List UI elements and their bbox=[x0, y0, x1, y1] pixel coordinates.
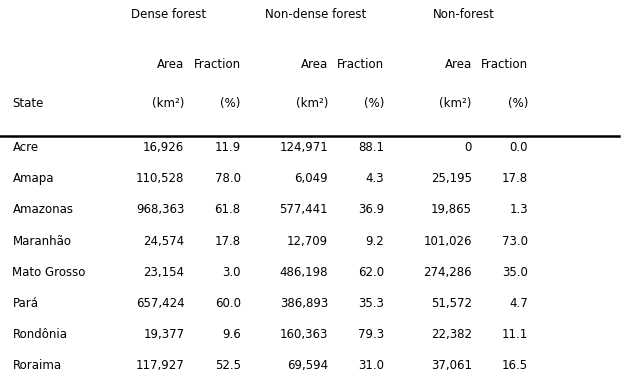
Text: 52.5: 52.5 bbox=[214, 359, 241, 372]
Text: 16,926: 16,926 bbox=[143, 141, 184, 154]
Text: 36.9: 36.9 bbox=[358, 203, 384, 216]
Text: 0.0: 0.0 bbox=[509, 141, 528, 154]
Text: Roraima: Roraima bbox=[12, 359, 62, 372]
Text: 62.0: 62.0 bbox=[358, 266, 384, 279]
Text: 69,594: 69,594 bbox=[287, 359, 328, 372]
Text: 124,971: 124,971 bbox=[279, 141, 328, 154]
Text: (%): (%) bbox=[220, 97, 241, 110]
Text: 11.9: 11.9 bbox=[214, 141, 241, 154]
Text: (%): (%) bbox=[364, 97, 384, 110]
Text: (%): (%) bbox=[508, 97, 528, 110]
Text: Area: Area bbox=[301, 58, 328, 71]
Text: 60.0: 60.0 bbox=[214, 297, 241, 310]
Text: Fraction: Fraction bbox=[194, 58, 241, 71]
Text: 19,865: 19,865 bbox=[431, 203, 472, 216]
Text: Fraction: Fraction bbox=[481, 58, 528, 71]
Text: Fraction: Fraction bbox=[338, 58, 384, 71]
Text: 577,441: 577,441 bbox=[279, 203, 328, 216]
Text: 486,198: 486,198 bbox=[279, 266, 328, 279]
Text: 4.7: 4.7 bbox=[509, 297, 528, 310]
Text: (km²): (km²) bbox=[439, 97, 472, 110]
Text: (km²): (km²) bbox=[152, 97, 184, 110]
Text: 386,893: 386,893 bbox=[280, 297, 328, 310]
Text: Mato Grosso: Mato Grosso bbox=[12, 266, 86, 279]
Text: State: State bbox=[12, 97, 44, 110]
Text: 6,049: 6,049 bbox=[294, 172, 328, 185]
Text: 25,195: 25,195 bbox=[431, 172, 472, 185]
Text: 101,026: 101,026 bbox=[423, 235, 472, 247]
Text: 24,574: 24,574 bbox=[143, 235, 184, 247]
Text: Area: Area bbox=[157, 58, 184, 71]
Text: 16.5: 16.5 bbox=[502, 359, 528, 372]
Text: 37,061: 37,061 bbox=[431, 359, 472, 372]
Text: Maranhão: Maranhão bbox=[12, 235, 71, 247]
Text: Amapa: Amapa bbox=[12, 172, 54, 185]
Text: 3.0: 3.0 bbox=[222, 266, 241, 279]
Text: 9.6: 9.6 bbox=[222, 328, 241, 341]
Text: 9.2: 9.2 bbox=[366, 235, 384, 247]
Text: 968,363: 968,363 bbox=[136, 203, 184, 216]
Text: 17.8: 17.8 bbox=[214, 235, 241, 247]
Text: 23,154: 23,154 bbox=[143, 266, 184, 279]
Text: 35.0: 35.0 bbox=[503, 266, 528, 279]
Text: 274,286: 274,286 bbox=[423, 266, 472, 279]
Text: Non-dense forest: Non-dense forest bbox=[265, 8, 366, 21]
Text: Acre: Acre bbox=[12, 141, 39, 154]
Text: 110,528: 110,528 bbox=[136, 172, 184, 185]
Text: Area: Area bbox=[444, 58, 472, 71]
Text: 17.8: 17.8 bbox=[502, 172, 528, 185]
Text: 31.0: 31.0 bbox=[358, 359, 384, 372]
Text: Pará: Pará bbox=[12, 297, 39, 310]
Text: Dense forest: Dense forest bbox=[131, 8, 206, 21]
Text: 79.3: 79.3 bbox=[358, 328, 384, 341]
Text: 51,572: 51,572 bbox=[431, 297, 472, 310]
Text: 657,424: 657,424 bbox=[136, 297, 184, 310]
Text: 88.1: 88.1 bbox=[358, 141, 384, 154]
Text: 73.0: 73.0 bbox=[502, 235, 528, 247]
Text: 22,382: 22,382 bbox=[431, 328, 472, 341]
Text: 117,927: 117,927 bbox=[136, 359, 184, 372]
Text: Amazonas: Amazonas bbox=[12, 203, 74, 216]
Text: 12,709: 12,709 bbox=[287, 235, 328, 247]
Text: 11.1: 11.1 bbox=[502, 328, 528, 341]
Text: 19,377: 19,377 bbox=[143, 328, 184, 341]
Text: 78.0: 78.0 bbox=[214, 172, 241, 185]
Text: 4.3: 4.3 bbox=[366, 172, 384, 185]
Text: Non-forest: Non-forest bbox=[433, 8, 495, 21]
Text: 35.3: 35.3 bbox=[359, 297, 384, 310]
Text: 0: 0 bbox=[464, 141, 472, 154]
Text: Rondônia: Rondônia bbox=[12, 328, 68, 341]
Text: 61.8: 61.8 bbox=[214, 203, 241, 216]
Text: (km²): (km²) bbox=[296, 97, 328, 110]
Text: 160,363: 160,363 bbox=[280, 328, 328, 341]
Text: 1.3: 1.3 bbox=[509, 203, 528, 216]
